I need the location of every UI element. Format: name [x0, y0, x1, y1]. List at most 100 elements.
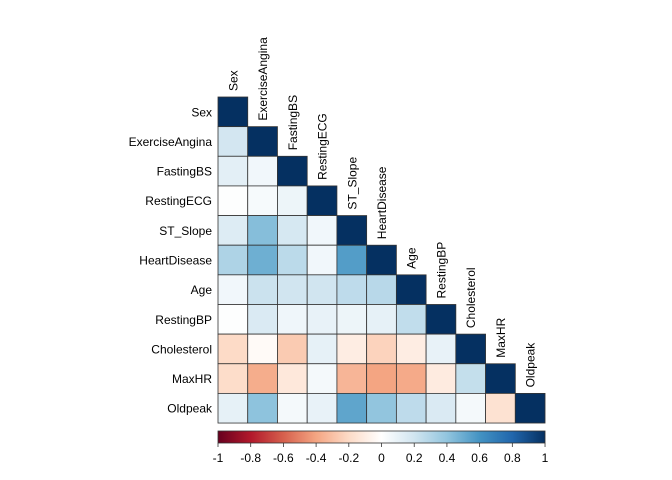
cell-MaxHR-RestingECG — [306, 363, 338, 394]
color-bar-tick-label: -0.6 — [273, 451, 294, 465]
cell-ST_Slope-ExerciseAngina — [247, 215, 278, 246]
row-label: Oldpeak — [167, 402, 213, 416]
color-bar-tick-label: -0.2 — [338, 451, 359, 465]
color-legend: -1 -0.8 -0.6 -0.4 -0.2 0 0.2 0.4 0.6 0.8 1 — [213, 430, 549, 465]
cell-RestingBP-ST_Slope — [336, 304, 368, 335]
cell-MaxHR-FastingBS — [277, 363, 308, 394]
cell-MaxHR-ST_Slope — [336, 363, 368, 394]
cell-HeartDisease-ST_Slope — [336, 244, 368, 276]
column-label: RestingECG — [316, 113, 330, 180]
cell-Oldpeak-MaxHR — [485, 392, 516, 424]
row-label: HeartDisease — [139, 254, 212, 268]
cell-RestingBP-RestingECG — [306, 304, 338, 335]
cell-Cholesterol-ST_Slope — [336, 333, 368, 365]
color-bar-tick-label: 0.8 — [504, 451, 521, 465]
row-label: RestingECG — [145, 194, 212, 208]
cell-Cholesterol-Cholesterol — [455, 333, 486, 365]
column-label: MaxHR — [494, 317, 508, 357]
cell-Cholesterol-HeartDisease — [366, 333, 397, 365]
row-labels: Sex ExerciseAngina FastingBS RestingECG ST_S… — [129, 105, 213, 415]
cell-ST_Slope-ST_Slope — [336, 215, 368, 246]
cell-MaxHR-Sex — [217, 363, 249, 394]
column-label: Oldpeak — [524, 342, 538, 388]
column-label: Age — [405, 247, 419, 269]
cell-Age-RestingECG — [306, 274, 338, 305]
color-bar-tick-label: 0.2 — [406, 451, 423, 465]
cell-ExerciseAngina-Sex — [217, 126, 249, 157]
column-label: Cholesterol — [464, 267, 478, 328]
cell-ExerciseAngina-ExerciseAngina — [247, 126, 278, 157]
cell-HeartDisease-ExerciseAngina — [247, 244, 278, 276]
cell-HeartDisease-Sex — [217, 244, 249, 276]
cell-Cholesterol-RestingBP — [425, 333, 457, 365]
cell-Sex-Sex — [217, 96, 249, 128]
row-label: Sex — [191, 105, 212, 119]
cell-Oldpeak-Age — [395, 392, 427, 424]
cell-MaxHR-Age — [395, 363, 427, 394]
cell-Age-Age — [395, 274, 427, 305]
cell-Cholesterol-ExerciseAngina — [247, 333, 278, 365]
color-bar-tick-label: -1 — [213, 451, 224, 465]
cell-MaxHR-HeartDisease — [366, 363, 397, 394]
row-label: Cholesterol — [151, 342, 212, 356]
cell-Oldpeak-ExerciseAngina — [247, 392, 278, 424]
heatmap-cells — [217, 96, 546, 424]
column-label: Sex — [226, 70, 240, 91]
cell-ST_Slope-FastingBS — [277, 215, 308, 246]
cell-Oldpeak-ST_Slope — [336, 392, 368, 424]
cell-Cholesterol-FastingBS — [277, 333, 308, 365]
cell-MaxHR-RestingBP — [425, 363, 457, 394]
cell-RestingBP-Age — [395, 304, 427, 335]
column-label: ST_Slope — [345, 157, 359, 210]
cell-ST_Slope-Sex — [217, 215, 249, 246]
row-label: ST_Slope — [159, 224, 212, 238]
row-label: FastingBS — [157, 165, 212, 179]
color-bar-tick-label: 0.6 — [471, 451, 488, 465]
column-label: HeartDisease — [375, 166, 389, 239]
cell-HeartDisease-FastingBS — [277, 244, 308, 276]
cell-HeartDisease-RestingECG — [306, 244, 338, 276]
cell-Cholesterol-Age — [395, 333, 427, 365]
cell-RestingBP-HeartDisease — [366, 304, 397, 335]
column-label: FastingBS — [286, 95, 300, 150]
cell-Oldpeak-HeartDisease — [366, 392, 397, 424]
cell-HeartDisease-HeartDisease — [366, 244, 397, 276]
cell-RestingBP-RestingBP — [425, 304, 457, 335]
cell-Age-HeartDisease — [366, 274, 397, 305]
row-label: RestingBP — [155, 313, 212, 327]
cell-RestingECG-Sex — [217, 185, 249, 216]
cell-Oldpeak-RestingECG — [306, 392, 338, 424]
row-label: MaxHR — [172, 372, 212, 386]
cell-Oldpeak-Sex — [217, 392, 249, 424]
column-labels: Sex ExerciseAngina FastingBS RestingECG ST_S… — [226, 37, 537, 387]
row-label: Age — [191, 283, 213, 297]
cell-Age-ST_Slope — [336, 274, 368, 305]
cell-MaxHR-Cholesterol — [455, 363, 486, 394]
color-bar — [217, 430, 546, 444]
cell-RestingECG-RestingECG — [306, 185, 338, 216]
color-bar-tick-label: 0.4 — [439, 451, 456, 465]
cell-Oldpeak-Cholesterol — [455, 392, 486, 424]
cell-Cholesterol-Sex — [217, 333, 249, 365]
cell-Age-FastingBS — [277, 274, 308, 305]
color-bar-tick-label: -0.8 — [240, 451, 261, 465]
color-bar-tick-label: -0.4 — [306, 451, 327, 465]
cell-RestingBP-ExerciseAngina — [247, 304, 278, 335]
column-label: ExerciseAngina — [256, 37, 270, 121]
column-label: RestingBP — [434, 242, 448, 299]
cell-Oldpeak-RestingBP — [425, 392, 457, 424]
cell-Cholesterol-RestingECG — [306, 333, 338, 365]
cell-FastingBS-FastingBS — [277, 155, 308, 187]
cell-RestingBP-FastingBS — [277, 304, 308, 335]
color-bar-tick-label: 1 — [542, 451, 549, 465]
cell-ST_Slope-RestingECG — [306, 215, 338, 246]
cell-RestingBP-Sex — [217, 304, 249, 335]
cell-FastingBS-Sex — [217, 155, 249, 187]
cell-Age-Sex — [217, 274, 249, 305]
cell-RestingECG-ExerciseAngina — [247, 185, 278, 216]
cell-FastingBS-ExerciseAngina — [247, 155, 278, 187]
cell-RestingECG-FastingBS — [277, 185, 308, 216]
cell-MaxHR-ExerciseAngina — [247, 363, 278, 394]
cell-Age-ExerciseAngina — [247, 274, 278, 305]
